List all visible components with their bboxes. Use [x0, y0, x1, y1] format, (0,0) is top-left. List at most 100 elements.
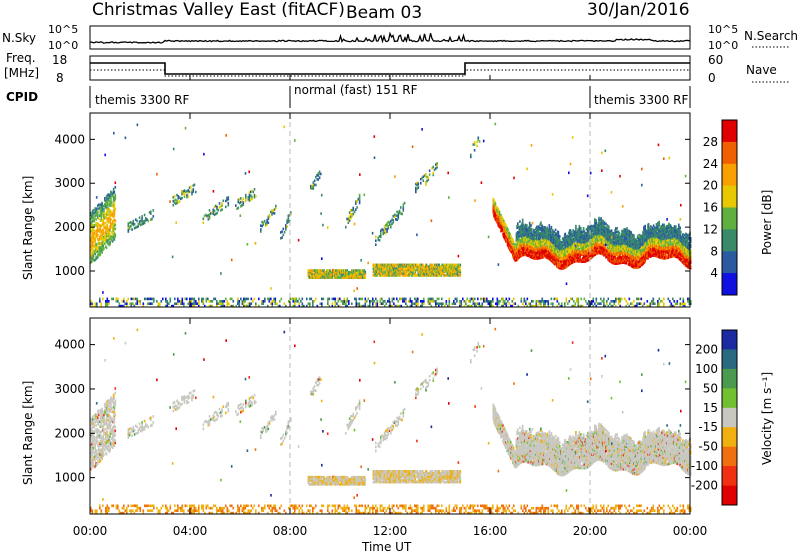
power-cell [272, 209, 275, 213]
power-cell [251, 195, 253, 199]
power-cell [631, 239, 634, 242]
power-cell [100, 236, 103, 239]
power-cell [545, 236, 548, 240]
power-cell [422, 263, 424, 267]
power-cell [316, 272, 319, 276]
power-cell [114, 195, 117, 199]
power-cell [216, 205, 218, 209]
power-cell [152, 215, 155, 218]
power-cell [564, 232, 567, 236]
power-cell [500, 213, 502, 217]
power-cell [512, 240, 515, 244]
power-cell [106, 218, 109, 221]
power-cell [422, 272, 425, 275]
power-cell [439, 270, 441, 274]
power-cell [130, 221, 132, 224]
power-cell [605, 253, 608, 256]
power-cell [97, 222, 99, 225]
power-cell [142, 222, 145, 225]
power-cell [390, 219, 392, 223]
power-cell [390, 225, 392, 229]
power-cell [97, 238, 99, 241]
power-cell [598, 218, 600, 221]
power-cell [503, 225, 505, 228]
power-cell [627, 252, 630, 255]
power-cell [403, 265, 405, 268]
power-cell [90, 213, 92, 217]
power-cell [207, 217, 210, 221]
power-cell [623, 240, 625, 243]
power-cell [498, 214, 500, 218]
power-cell [598, 222, 601, 225]
power-cell [420, 181, 422, 185]
power-cell [386, 224, 388, 227]
power-cell [90, 221, 92, 225]
power-cell [596, 234, 598, 238]
power-cell [534, 250, 537, 253]
power-cell [266, 218, 268, 222]
power-cell [106, 241, 109, 245]
power-cell [208, 209, 211, 212]
power-cell [114, 219, 117, 223]
power-cell [92, 228, 95, 232]
power-cell [111, 192, 114, 196]
power-cell [251, 197, 253, 201]
power-cell [533, 255, 536, 258]
power-cell [625, 239, 628, 242]
power-cell [575, 237, 577, 240]
power-cell [568, 247, 570, 251]
power-cell [524, 237, 527, 241]
power-cell [470, 153, 472, 157]
power-cell [398, 209, 401, 213]
power-cell [94, 252, 96, 256]
power-cell [108, 208, 110, 211]
power-cell [633, 236, 635, 239]
power-cell [635, 238, 637, 241]
power-cell [111, 228, 114, 231]
power-cell [421, 265, 423, 268]
power-cell [564, 234, 567, 238]
power-cell [432, 165, 435, 169]
power-cell [580, 230, 582, 233]
power-cell [401, 268, 404, 272]
power-cell [640, 243, 642, 246]
power-cell [432, 265, 435, 268]
power-cell [108, 241, 110, 245]
power-cell [559, 253, 562, 256]
power-cell [626, 227, 628, 230]
power-cell [90, 260, 93, 263]
power-cell [580, 253, 582, 256]
power-cell [108, 237, 110, 241]
power-cell [227, 203, 230, 207]
power-cell [514, 257, 517, 260]
power-cell [192, 184, 195, 187]
power-cell [107, 193, 110, 196]
power-cell [312, 181, 315, 184]
power-cell [392, 265, 394, 268]
power-cell [387, 267, 390, 270]
power-cell [495, 217, 497, 221]
power-cell [103, 209, 105, 213]
power-cell [90, 248, 93, 251]
power-cell [499, 219, 502, 223]
power-cell [100, 248, 103, 251]
power-cell [97, 224, 99, 227]
power-cell [644, 233, 646, 237]
power-cell [570, 247, 572, 251]
power-cell [575, 228, 577, 231]
power-cell [380, 235, 382, 239]
power-cell [97, 241, 100, 244]
power-cell [263, 219, 266, 223]
power-cell [104, 221, 107, 225]
power-cell [91, 231, 94, 235]
power-cell [540, 247, 543, 251]
power-cell [561, 246, 564, 249]
power-cell [317, 172, 320, 175]
power-cell [528, 235, 530, 239]
nsky-panel: N.Sky 10^5 10^0 10^5 10^0 N.Search [2, 23, 798, 52]
power-cell [137, 223, 140, 226]
power-cell [521, 225, 523, 229]
power-cell [247, 196, 250, 199]
power-cell [559, 249, 561, 252]
power-cell [271, 211, 273, 214]
